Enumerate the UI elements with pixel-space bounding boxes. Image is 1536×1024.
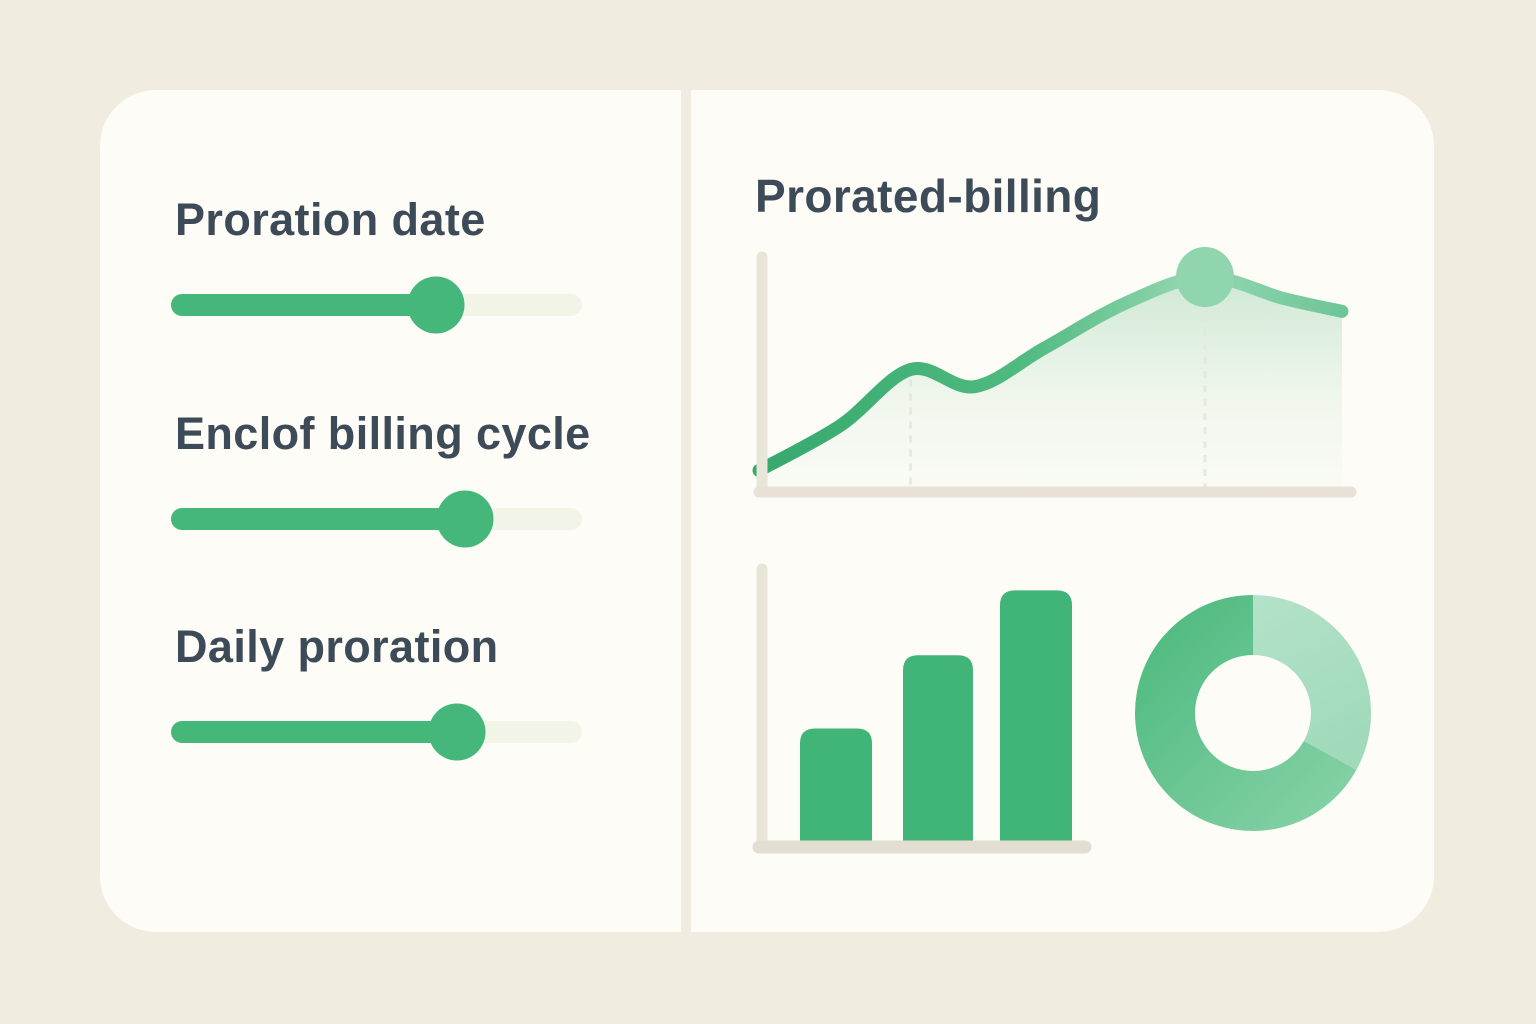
slider-track[interactable] bbox=[171, 720, 582, 743]
bar-chart bbox=[752, 563, 1092, 854]
charts-panel: Prorated-billing bbox=[691, 90, 1434, 932]
slider-knob[interactable] bbox=[407, 276, 465, 333]
slider-group-billing-cycle: Enclof billing cycle bbox=[171, 404, 590, 549]
bar bbox=[800, 728, 872, 847]
slider-fill bbox=[171, 293, 437, 316]
slider-group-proration-date: Proration date bbox=[171, 190, 582, 335]
donut-light-segment bbox=[1253, 595, 1371, 770]
guide-lines bbox=[909, 287, 1207, 488]
bars bbox=[800, 590, 1072, 847]
proration-date-slider[interactable] bbox=[171, 276, 582, 333]
billing-card: Proration date Enclof billing cycle bbox=[100, 90, 1434, 932]
chart-title: Prorated-billing bbox=[755, 170, 1102, 222]
peak-marker-dot bbox=[1175, 247, 1234, 307]
donut-dark-segment bbox=[1135, 595, 1357, 831]
daily-proration-slider[interactable] bbox=[171, 703, 582, 760]
slider-track[interactable] bbox=[171, 507, 582, 530]
bar bbox=[1000, 590, 1072, 847]
slider-fill bbox=[171, 507, 465, 530]
billing-cycle-slider[interactable] bbox=[171, 490, 582, 547]
slider-knob[interactable] bbox=[436, 490, 494, 547]
slider-fill bbox=[171, 720, 457, 743]
slider-knob[interactable] bbox=[428, 703, 486, 760]
slider-label: Enclof billing cycle bbox=[175, 408, 591, 459]
slider-track[interactable] bbox=[171, 293, 582, 316]
slider-group-daily-proration: Daily proration bbox=[171, 617, 582, 762]
area-fill bbox=[759, 276, 1342, 490]
bar bbox=[903, 655, 973, 847]
slider-label: Daily proration bbox=[175, 621, 499, 672]
donut-chart bbox=[1135, 595, 1371, 831]
slider-label: Proration date bbox=[175, 194, 486, 245]
settings-panel: Proration date Enclof billing cycle bbox=[100, 90, 681, 932]
area-chart bbox=[752, 247, 1357, 498]
trend-line bbox=[752, 270, 1349, 477]
